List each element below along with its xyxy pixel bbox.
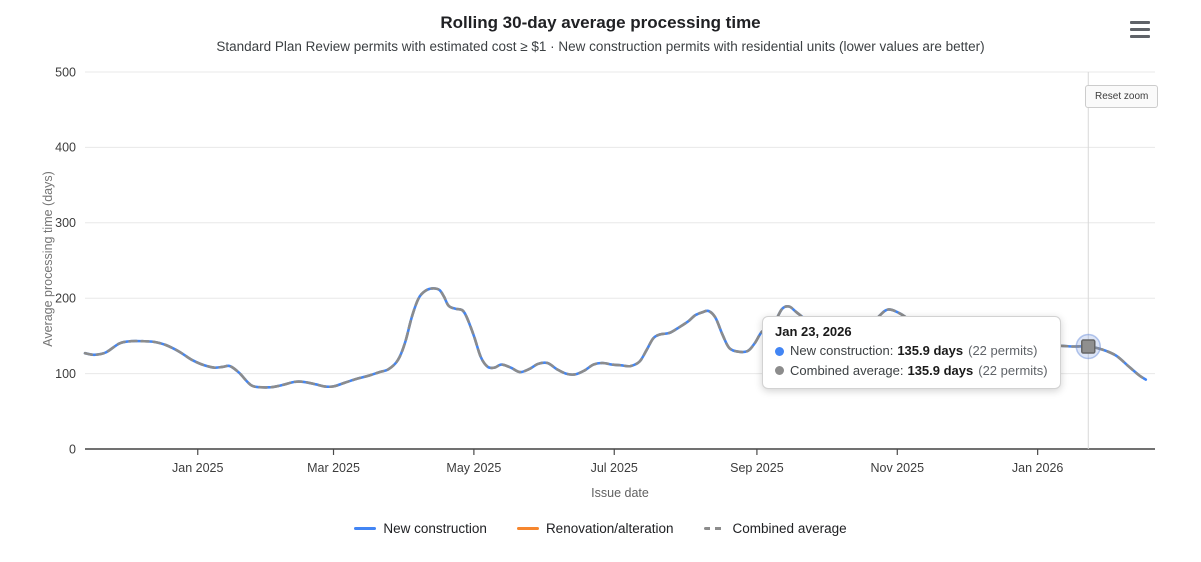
page-title: Rolling 30-day average processing time: [440, 13, 761, 32]
series-line-combined-average: [83, 287, 1148, 389]
x-tick-label: May 2025: [446, 461, 501, 475]
y-tick-label: 300: [55, 216, 76, 230]
legend-item-renovation-alteration[interactable]: Renovation/alteration: [516, 521, 674, 536]
x-tick-label: Nov 2025: [871, 461, 925, 475]
blue-dot-icon: [775, 346, 784, 356]
x-tick-label: Jan 2026: [1012, 461, 1063, 475]
dashed-line-swatch-icon: [703, 527, 726, 530]
y-axis-title: Average processing time (days): [41, 171, 55, 347]
x-tick-label: Sep 2025: [730, 461, 784, 475]
line-swatch-icon: [516, 527, 539, 530]
reset-zoom-button[interactable]: Reset zoom: [1085, 85, 1159, 108]
hover-marker[interactable]: [1081, 339, 1096, 354]
tooltip-row-combined-average: Combined average: 135.9 days (22 permits): [775, 361, 1048, 381]
y-tick-label: 200: [55, 292, 76, 306]
gray-dot-icon: [775, 366, 784, 375]
y-tick-label: 0: [69, 442, 76, 456]
line-swatch-icon: [354, 527, 377, 530]
y-tick-label: 100: [55, 367, 76, 381]
y-tick-label: 500: [55, 65, 76, 79]
x-tick-label: Mar 2025: [307, 461, 360, 475]
chart-subtitle: Standard Plan Review permits with estima…: [216, 39, 985, 54]
x-axis-title: Issue date: [591, 486, 649, 500]
x-tick-label: Jul 2025: [591, 461, 638, 475]
tooltip-date: Jan 23, 2026: [775, 324, 852, 339]
chart-legend: New construction Renovation/alteration C…: [0, 521, 1201, 536]
hover-tooltip: Jan 23, 2026 New construction: 135.9 days…: [762, 316, 1061, 389]
tooltip-row-new-construction: New construction: 135.9 days (22 permits): [775, 341, 1048, 361]
y-tick-label: 400: [55, 141, 76, 155]
x-tick-label: Jan 2025: [172, 461, 223, 475]
legend-item-combined-average[interactable]: Combined average: [703, 521, 847, 536]
hamburger-menu-icon[interactable]: [1130, 21, 1150, 38]
legend-item-new-construction[interactable]: New construction: [354, 521, 487, 536]
